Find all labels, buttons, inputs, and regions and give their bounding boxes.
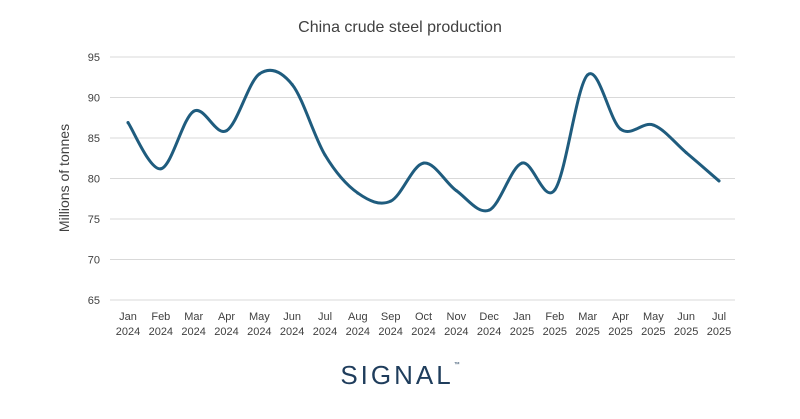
gridlines [110, 56, 735, 301]
y-axis-label: Millions of tonnes [56, 124, 72, 232]
chart-title: China crude steel production [298, 19, 502, 36]
x-tick-label: Aug 2024 [346, 311, 370, 338]
signal-logo: SIGNAL™ [0, 360, 800, 391]
y-tick-label: 95 [88, 52, 100, 64]
data-point [487, 208, 491, 212]
x-tick-label: Jun 2024 [280, 311, 304, 338]
data-point [684, 151, 688, 155]
data-point [454, 189, 458, 193]
data-point [717, 179, 721, 183]
data-point [651, 123, 655, 127]
data-point [290, 83, 294, 87]
x-tick-label: Feb 2024 [149, 311, 173, 338]
x-tick-label: Jan 2024 [116, 311, 140, 338]
x-tick-label: Jul 2024 [313, 311, 337, 338]
x-tick-labels: Jan 2024 Feb 2024 Mar 2024 Apr 2024 May 2024 Jun 20… [116, 311, 731, 338]
data-point [257, 72, 261, 76]
logo-text: SIGNAL [340, 360, 454, 390]
y-tick-label: 90 [88, 93, 100, 105]
data-point [422, 161, 425, 165]
data-point [356, 191, 360, 195]
x-tick-label: Nov 2024 [444, 311, 468, 338]
data-point [586, 73, 590, 77]
x-tick-label: Feb 2025 [543, 311, 567, 338]
y-tick-label: 65 [88, 295, 100, 307]
x-tick-label: Jun 2025 [674, 311, 698, 338]
x-tick-label: Sep 2024 [378, 311, 402, 338]
x-tick-label: Mar 2024 [181, 311, 205, 338]
data-point [159, 167, 163, 171]
x-tick-label: Apr 2025 [608, 311, 632, 338]
series-line [126, 68, 721, 213]
x-tick-label: Mar 2025 [575, 311, 599, 338]
x-tick-label: Dec 2024 [477, 311, 501, 338]
y-tick-label: 80 [88, 174, 100, 186]
x-tick-label: May 2024 [247, 311, 271, 338]
x-tick-label: Jul 2025 [707, 311, 731, 338]
data-point [389, 199, 393, 203]
data-point [553, 188, 557, 192]
data-point [126, 121, 130, 125]
x-tick-label: Jan 2025 [510, 311, 534, 338]
data-point [192, 109, 196, 113]
x-tick-label: Apr 2024 [214, 311, 238, 338]
y-tick-label: 85 [88, 133, 100, 145]
data-point [225, 129, 228, 133]
data-point [619, 127, 622, 131]
data-point [323, 153, 327, 157]
x-tick-label: May 2025 [641, 311, 665, 338]
y-tick-label: 70 [88, 255, 100, 267]
x-tick-label: Oct 2024 [411, 311, 435, 338]
data-point [520, 161, 524, 165]
logo-trademark: ™ [453, 362, 460, 368]
y-tick-labels: 65 70 75 80 85 90 95 [88, 52, 100, 307]
series-layer [126, 68, 721, 213]
y-tick-label: 75 [88, 214, 100, 226]
